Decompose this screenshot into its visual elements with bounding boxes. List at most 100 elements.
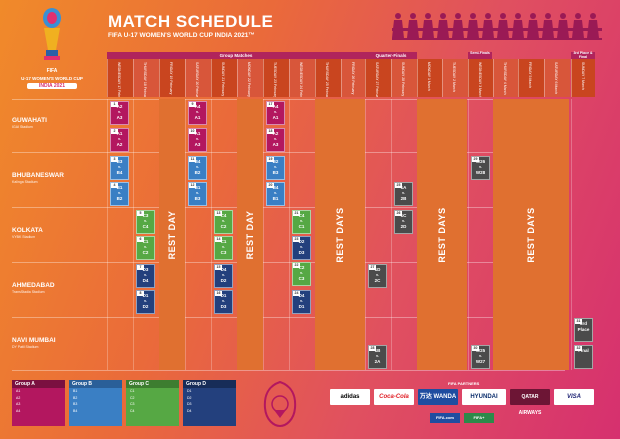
day-header: FRIDAY 5 March <box>518 59 544 97</box>
match-number: 9 <box>189 102 196 107</box>
venue-ahmedabad: AHMEDABAD TransStadia Stadium <box>12 282 107 294</box>
match-team-bottom: B3 <box>194 196 201 201</box>
column-divider <box>185 99 186 370</box>
dancer-figure-icon <box>467 13 479 38</box>
match-team-bottom: 2C <box>374 278 381 283</box>
match-team-top: W26 <box>475 159 486 164</box>
match-vs: v. <box>274 190 277 195</box>
group-team: D4 <box>187 408 192 413</box>
segment-quarter-finals: Quarter-Finals <box>365 52 417 59</box>
dancer-figure-icon <box>527 13 539 38</box>
day-header: SATURDAY 20 February <box>185 59 211 97</box>
match-team-top: B4 <box>272 185 279 190</box>
match-team-bottom: D3 <box>298 250 305 255</box>
match-card: 21 C4 v. C1 <box>292 210 311 234</box>
venue-bhubaneswar: BHUBANESWAR Kalinga Stadium <box>12 172 107 184</box>
page-title: MATCH SCHEDULE <box>108 12 274 31</box>
match-number: 17 <box>267 102 274 107</box>
match-number: 5 <box>137 211 144 216</box>
match-card: 10 A1 v. A3 <box>188 128 207 152</box>
match-number: 25 <box>395 183 402 188</box>
day-label: SUNDAY 21 February <box>221 62 225 97</box>
dancer-figure-icon <box>407 13 419 38</box>
venue-kolkata: KOLKATA VYBK Stadium <box>12 227 107 239</box>
match-team-top: B4 <box>194 159 201 164</box>
match-team-bottom: D1 <box>298 304 305 309</box>
group-team: A1 <box>16 389 21 393</box>
logo-line1: U-17 WOMEN'S WORLD CUP <box>21 76 83 81</box>
group-name: Group B <box>69 380 122 388</box>
page-subtitle: FIFA U-17 WOMEN'S WORLD CUP INDIA 2021™ <box>108 32 255 39</box>
match-team-bottom: Place <box>577 326 590 332</box>
day-label: THURSDAY 4 March <box>503 62 507 95</box>
match-vs: v. <box>402 218 405 223</box>
group-a-card: Group A A1 A2 A3 A4 <box>12 380 65 426</box>
group-name: Group C <box>126 380 179 388</box>
segment-group-matches: Group Matches <box>107 52 365 59</box>
match-team-top: A1 <box>194 131 201 136</box>
venue-stadium: IGAI Stadium <box>12 125 33 129</box>
row-divider <box>12 317 565 318</box>
match-team-bottom: W28 <box>475 170 486 175</box>
day-header: WEDNESDAY 3 March <box>468 59 494 97</box>
day-header: MONDAY 22 February <box>237 59 263 97</box>
rest-day-label: REST DAY <box>167 210 177 259</box>
match-number: 23 <box>293 237 300 242</box>
match-card: 8 D1 v. D2 <box>136 290 155 314</box>
row-divider <box>12 152 565 153</box>
match-vs: v. <box>196 190 199 195</box>
match-team-bottom: C1 <box>298 224 305 229</box>
match-team-bottom: B4 <box>116 170 123 175</box>
day-header: FRIDAY 19 February <box>159 59 185 97</box>
venue-city: GUWAHATI <box>12 117 47 124</box>
match-number: 26 <box>395 211 402 216</box>
match-vs: v. <box>222 244 225 249</box>
match-number: 21 <box>293 211 300 216</box>
match-card: 4 B1 v. B2 <box>110 182 129 206</box>
match-team-top: A4 <box>194 104 201 109</box>
match-vs: v. <box>274 164 277 169</box>
rest-days-column: REST DAYS <box>315 99 365 370</box>
match-vs: v. <box>376 353 379 358</box>
rest-days-column: REST DAYS <box>493 99 569 370</box>
day-header: WEDNESDAY 17 February <box>107 59 133 97</box>
match-team-bottom: C3 <box>298 276 305 281</box>
match-vs: v. <box>196 164 199 169</box>
venue-stadium: TransStadia Stadium <box>12 290 45 294</box>
match-team-bottom: B1 <box>272 196 279 201</box>
match-card: 9 A4 v. A1 <box>188 101 207 125</box>
match-vs: v. <box>118 136 121 141</box>
day-label: FRIDAY 26 February <box>351 62 355 95</box>
match-vs: v. <box>144 298 147 303</box>
venue-guwahati: GUWAHATI IGAI Stadium <box>12 117 107 129</box>
match-vs: v. <box>222 272 225 277</box>
venue-stadium: DY Patil Stadium <box>12 345 39 349</box>
day-header: THURSDAY 25 February <box>315 59 341 97</box>
match-card: 17 A4 v. A1 <box>266 101 285 125</box>
match-team-bottom: 2D <box>400 224 407 229</box>
match-number: 32 <box>575 346 582 351</box>
match-vs: v. <box>222 298 225 303</box>
day-header: SATURDAY 27 February <box>365 59 391 97</box>
match-number: 2 <box>111 129 118 134</box>
match-vs: v. <box>222 218 225 223</box>
day-header: THURSDAY 18 February <box>133 59 159 97</box>
match-vs: v. <box>479 353 482 358</box>
day-label: FRIDAY 19 February <box>169 62 173 95</box>
group-team: A3 <box>16 402 21 406</box>
match-number: 16 <box>215 291 222 296</box>
group-team: D1 <box>187 389 192 393</box>
match-card: 31 3rd Place <box>574 318 593 342</box>
match-number: 27 <box>369 265 376 270</box>
match-team-top: 1B <box>374 348 381 353</box>
match-vs: v. <box>274 136 277 141</box>
match-number: 22 <box>293 263 300 268</box>
match-team-top: 1C <box>400 213 407 218</box>
match-team-bottom: D2 <box>220 278 227 283</box>
column-divider <box>391 99 392 370</box>
day-label: THURSDAY 25 February <box>325 62 329 97</box>
match-card: 12 B1 v. B3 <box>188 182 207 206</box>
row-divider <box>12 207 565 208</box>
partner-qatar-airways: QATAR AIRWAYS <box>510 389 550 416</box>
match-vs: v. <box>118 109 121 114</box>
